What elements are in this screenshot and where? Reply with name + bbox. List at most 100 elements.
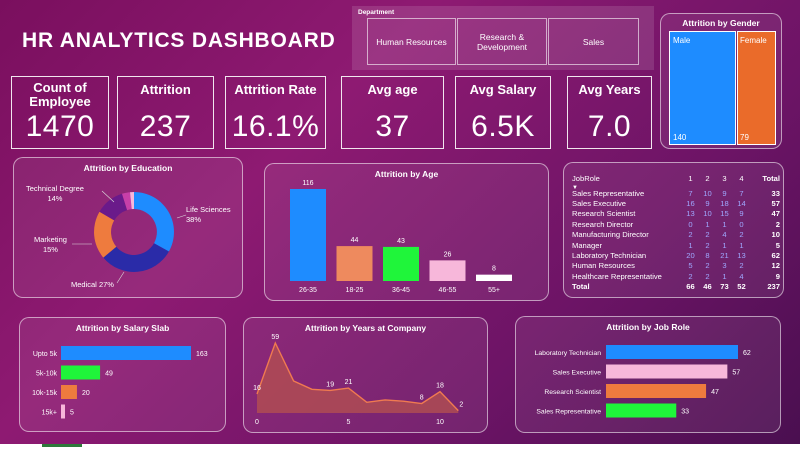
age-bar[interactable] bbox=[429, 260, 466, 281]
age-bar[interactable] bbox=[336, 246, 373, 281]
age-bar[interactable] bbox=[476, 274, 512, 281]
column-header[interactable]: 4 bbox=[739, 173, 744, 183]
value-cell: 10 bbox=[703, 209, 712, 219]
table-row[interactable]: Research Director 0 1 1 0 2 bbox=[572, 219, 780, 229]
jobrole-cell: Total bbox=[572, 282, 590, 292]
slicer-option-sales[interactable]: Sales bbox=[548, 18, 639, 65]
value-cell: 15 bbox=[720, 209, 729, 219]
salary-bar-value: 5 bbox=[70, 410, 74, 417]
years-line[interactable] bbox=[256, 341, 459, 412]
jobrole-bar-value: 62 bbox=[743, 350, 751, 357]
value-cell: 9 bbox=[739, 209, 744, 219]
salary-category-label: 15k+ bbox=[42, 410, 57, 417]
value-cell: 1 bbox=[722, 219, 727, 229]
jobrole-matrix-card: JobRole 1 2 3 4 Total ▼ Sales Representa… bbox=[563, 162, 784, 298]
value-cell: 7 bbox=[688, 188, 693, 198]
age-category-label: 18-25 bbox=[346, 287, 364, 294]
kpi-avg-years: Avg Years 7.0 bbox=[567, 76, 652, 149]
jobrole-matrix-table: JobRole 1 2 3 4 Total ▼ bbox=[572, 173, 780, 194]
salary-bar-value: 20 bbox=[82, 390, 90, 397]
table-row[interactable]: Manufacturing Director 2 2 4 2 10 bbox=[572, 230, 780, 240]
department-slicer: Department Human Resources Research & De… bbox=[352, 6, 654, 70]
age-category-label: 46-55 bbox=[439, 287, 457, 294]
jobrole-chart-title: Attrition by Job Role bbox=[606, 322, 690, 332]
edu-label-medical: Medical 27% bbox=[71, 280, 114, 289]
jobrole-bar[interactable] bbox=[606, 384, 707, 398]
years-area-chart: 16 59 19 21 8 18 2 0 5 10 bbox=[253, 334, 463, 426]
age-bar-chart: 116 26-35 44 18-25 43 36-45 26 46-55 8 55+ bbox=[290, 180, 512, 294]
kpi-label: Count of Employee bbox=[29, 80, 91, 109]
table-row[interactable]: Sales Representative 7 10 9 7 33 bbox=[572, 188, 780, 198]
total-cell: 47 bbox=[771, 209, 780, 219]
years-data-label: 8 bbox=[420, 395, 424, 402]
column-header-jobrole[interactable]: JobRole bbox=[572, 173, 600, 183]
salary-bar[interactable] bbox=[61, 365, 101, 380]
value-cell: 0 bbox=[739, 219, 744, 229]
bottom-tab-indicator[interactable] bbox=[42, 444, 82, 447]
attrition-by-education-card: Attrition by Education Technical Degree … bbox=[13, 157, 243, 298]
salary-bar-value: 49 bbox=[105, 371, 113, 378]
salary-chart-title: Attrition by Salary Slab bbox=[75, 323, 170, 333]
value-cell: 16 bbox=[686, 199, 695, 209]
jobrole-cell: Human Resources bbox=[572, 261, 635, 271]
jobrole-bar-value: 47 bbox=[711, 389, 719, 396]
column-header[interactable]: 1 bbox=[688, 173, 693, 183]
value-cell: 9 bbox=[705, 199, 710, 209]
table-row[interactable]: Human Resources 5 2 3 2 12 bbox=[572, 261, 780, 271]
total-cell: 237 bbox=[767, 282, 780, 292]
years-data-label: 21 bbox=[345, 379, 353, 386]
sort-arrow-icon[interactable]: ▼ bbox=[572, 185, 578, 192]
total-cell: 5 bbox=[775, 240, 780, 250]
donut-slice-technical-degree[interactable] bbox=[99, 193, 128, 221]
total-cell: 10 bbox=[771, 230, 780, 240]
donut-slice-other[interactable] bbox=[122, 192, 132, 211]
age-bar[interactable] bbox=[383, 246, 419, 281]
years-chart-title: Attrition by Years at Company bbox=[304, 323, 427, 333]
age-bar[interactable] bbox=[290, 189, 326, 281]
years-data-label: 2 bbox=[459, 402, 463, 409]
table-row[interactable]: Laboratory Technician 20 8 21 13 62 bbox=[572, 250, 780, 260]
salary-bar[interactable] bbox=[61, 385, 77, 399]
slicer-option-research-development[interactable]: Research & Development bbox=[457, 18, 547, 65]
kpi-value: 7.0 bbox=[587, 110, 632, 143]
total-cell: 12 bbox=[771, 261, 780, 271]
jobrole-bar[interactable] bbox=[606, 403, 677, 418]
jobrole-category-label: Laboratory Technician bbox=[535, 350, 602, 357]
value-cell: 1 bbox=[722, 240, 727, 250]
salary-category-label: Upto 5k bbox=[33, 351, 58, 358]
column-header-total[interactable]: Total bbox=[762, 173, 780, 183]
gender-bar-female[interactable]: Female 79 bbox=[737, 31, 776, 145]
salary-bar[interactable] bbox=[61, 346, 191, 360]
donut-slice-life-sciences[interactable] bbox=[134, 192, 174, 252]
table-row[interactable]: Sales Executive 16 9 18 14 57 bbox=[572, 198, 780, 208]
donut-slice-medical[interactable] bbox=[103, 243, 169, 272]
column-header[interactable]: 2 bbox=[705, 173, 710, 183]
value-cell: 2 bbox=[705, 240, 710, 250]
table-row[interactable]: Healthcare Representative 2 2 1 4 9 bbox=[572, 271, 780, 281]
kpi-value: 6.5K bbox=[471, 110, 535, 143]
years-area bbox=[257, 343, 459, 413]
donut-slice-human-resources[interactable] bbox=[130, 192, 134, 210]
jobrole-bar[interactable] bbox=[606, 364, 728, 379]
table-row[interactable]: Research Scientist 13 10 15 9 47 bbox=[572, 209, 780, 219]
years-data-label: 59 bbox=[271, 334, 279, 341]
jobrole-bar[interactable] bbox=[606, 345, 738, 359]
value-cell: 2 bbox=[705, 271, 710, 281]
jobrole-cell: Manufacturing Director bbox=[572, 230, 649, 240]
table-total-row[interactable]: Total 66 46 73 52 237 bbox=[572, 282, 780, 292]
kpi-value: 1470 bbox=[25, 110, 95, 143]
jobrole-cell: Sales Executive bbox=[572, 199, 627, 209]
slicer-option-human-resources[interactable]: Human Resources bbox=[367, 18, 456, 65]
kpi-value: 16.1% bbox=[231, 110, 320, 143]
attrition-by-age-card: Attrition by Age 116 26-35 44 18-25 43 36-45 2… bbox=[264, 163, 549, 301]
gender-bar-male[interactable]: Male 140 bbox=[669, 31, 736, 145]
value-cell: 2 bbox=[688, 271, 693, 281]
jobrole-bar-value: 33 bbox=[681, 409, 689, 416]
value-cell: 13 bbox=[737, 251, 746, 261]
donut-slice-marketing[interactable] bbox=[94, 211, 117, 258]
total-cell: 9 bbox=[775, 271, 780, 281]
column-header[interactable]: 3 bbox=[722, 173, 727, 183]
table-row[interactable]: Manager 1 2 1 1 5 bbox=[572, 240, 780, 250]
attrition-by-years-card: Attrition by Years at Company 16 59 19 21 8 1… bbox=[243, 317, 488, 433]
salary-bar[interactable] bbox=[61, 404, 65, 419]
